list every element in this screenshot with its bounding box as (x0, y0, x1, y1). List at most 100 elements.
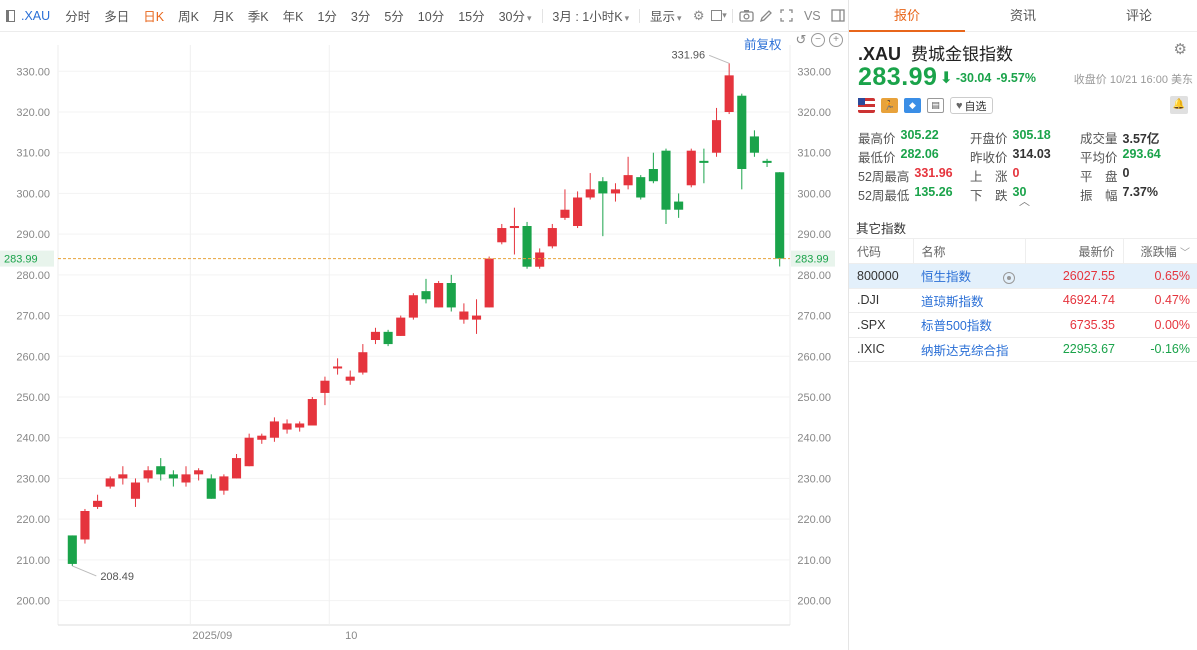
stat-value: 0 (1122, 166, 1130, 180)
price-adjust-toggle[interactable]: 前复权 (744, 38, 782, 52)
watchlist-label: 自选 (964, 100, 987, 113)
y-tick-label-left: 280.00 (16, 270, 50, 282)
table-row[interactable]: .DJI 道琼斯指数 46924.74 0.47% (849, 288, 1197, 313)
stat-value: 305.22 (900, 128, 939, 142)
candle-body (156, 466, 166, 475)
bell-icon[interactable]: 🔔 (1170, 96, 1188, 114)
zoom-in-icon[interactable]: + (829, 33, 843, 47)
heart-icon: ♥ (956, 99, 963, 112)
tab-comments[interactable]: 评论 (1125, 8, 1152, 23)
cell-change-text: -0.16% (1150, 342, 1190, 357)
reset-icon[interactable]: ↺ (795, 32, 807, 47)
compare-vs-button[interactable]: VS (803, 8, 821, 23)
x-tick-label: 2025/09 (192, 630, 232, 642)
period-intraday[interactable]: 分时 (65, 10, 91, 24)
candle-body (661, 150, 671, 210)
table-row[interactable]: .SPX 标普500指数 6735.35 0.00% (849, 312, 1197, 338)
y-tick-label-right: 230.00 (797, 473, 831, 485)
stats-row: 最高价 305.22 开盘价 305.18 成交量 3.57亿 (858, 128, 1193, 147)
period-15min[interactable]: 15分 (458, 10, 485, 24)
stat-value: 0 (1012, 166, 1020, 180)
period-weekly[interactable]: 周K (178, 10, 199, 24)
cell-code-text: 800000 (857, 268, 899, 283)
period-more-dropdown[interactable]: 30分 ▾ (492, 6, 539, 25)
cell-name-text: 标普500指数 (921, 319, 992, 334)
view-icon[interactable] (1003, 271, 1016, 284)
table-header-row: 代码 名称 最新价 涨跌幅 ﹀ (849, 238, 1197, 264)
fullscreen-icon[interactable] (777, 6, 797, 26)
gear-icon[interactable]: ⚙ (1173, 41, 1187, 58)
candlestick-chart[interactable]: 200.00 200.00 210.00 210.00 220.00 220.00 230.… (0, 33, 848, 650)
cell-name-text: 纳斯达克综合指 (921, 343, 1009, 358)
tab-quote[interactable]: 报价 (849, 0, 965, 32)
camera-icon[interactable] (736, 6, 756, 26)
chevron-up-icon[interactable]: ︿ (1019, 196, 1030, 208)
y-tick-label-right: 270.00 (797, 311, 831, 323)
stat-label: 开盘价 (970, 132, 1008, 146)
stat-value: 282.06 (900, 147, 939, 161)
candle-body (231, 458, 242, 479)
draw-pen-icon[interactable] (756, 6, 776, 26)
period-multiday[interactable]: 多日 (104, 10, 130, 24)
period-5min[interactable]: 5分 (384, 10, 404, 24)
stat-label: 下 跌 (970, 189, 1008, 203)
cell-code: .IXIC (849, 337, 913, 362)
candle-body (219, 476, 229, 491)
last-price-label-left: 283.99 (4, 254, 38, 266)
stat-item: 昨收价 314.03 (970, 147, 1080, 166)
col-change[interactable]: 涨跌幅 ﹀ (1122, 238, 1197, 264)
period-quarterly[interactable]: 季K (247, 10, 269, 24)
y-tick-label-left: 300.00 (16, 188, 50, 200)
col-price[interactable]: 最新价 (1024, 238, 1123, 264)
candle-body (674, 201, 684, 210)
zoom-out-icon[interactable]: − (811, 33, 825, 47)
stat-label: 平均价 (1080, 151, 1118, 165)
y-tick-label-right: 260.00 (797, 351, 831, 363)
period-1min[interactable]: 1分 (317, 10, 337, 24)
cell-code-text: .IXIC (857, 342, 885, 357)
y-tick-label-left: 330.00 (16, 66, 50, 78)
candle-body (737, 95, 747, 169)
candle-body (446, 283, 456, 308)
stat-label: 平 盘 (1080, 170, 1118, 184)
note-icon[interactable]: ▤ (927, 98, 944, 113)
add-to-watchlist-button[interactable]: ♥ 自选 (950, 97, 993, 114)
table-row[interactable]: 800000 恒生指数 26027.55 0.65% (849, 263, 1197, 289)
cell-change: -0.16% (1123, 337, 1197, 362)
stat-value: 314.03 (1012, 147, 1051, 161)
cell-price-text: 6735.35 (1069, 317, 1115, 332)
table-row[interactable]: .IXIC 纳斯达克综合指 22953.67 -0.16% (849, 337, 1197, 362)
running-man-icon[interactable]: 🏃 (881, 98, 898, 113)
candle-body (509, 226, 519, 229)
tab-news[interactable]: 资讯 (1009, 8, 1036, 23)
y-tick-label-left: 290.00 (16, 229, 50, 241)
settings-icon[interactable]: ⚙ (692, 7, 705, 23)
col-code[interactable]: 代码 (849, 238, 913, 264)
cell-price-text: 46924.74 (1062, 293, 1115, 308)
period-3min[interactable]: 3分 (350, 10, 371, 24)
candle-body (396, 317, 406, 336)
cell-code: .SPX (849, 312, 913, 338)
other-indices-title: 其它指数 (856, 222, 907, 236)
range-dropdown[interactable]: 3月 : 1小时K ▾ (545, 6, 636, 25)
period-yearly[interactable]: 年K (282, 10, 304, 24)
candle-body (421, 291, 431, 300)
tag-icon[interactable]: ◆ (904, 98, 921, 113)
symbol-selector[interactable]: .XAU (0, 9, 58, 23)
col-name[interactable]: 名称 (912, 238, 1025, 264)
period-monthly[interactable]: 月K (212, 10, 234, 24)
chevron-down-icon: ▾ (624, 13, 630, 23)
quote-header: .XAU 费城金银指数 (858, 40, 1013, 65)
candle-body (434, 283, 444, 308)
chart-type-button[interactable]: ▾ (709, 6, 729, 26)
close-time-info: 收盘价 10/21 16:00 美东 (1073, 74, 1193, 86)
candle-body (93, 500, 103, 507)
period-daily[interactable]: 日K (143, 10, 165, 24)
candle-body (244, 437, 254, 467)
kline-chart-area[interactable]: 200.00 200.00 210.00 210.00 220.00 220.00 230.… (0, 33, 848, 650)
layout-icon[interactable] (828, 6, 848, 26)
period-10min[interactable]: 10分 (417, 10, 445, 24)
period-more-label: 30分 (498, 10, 526, 24)
stats-row: 最低价 282.06 昨收价 314.03 平均价 293.64 (858, 147, 1193, 166)
display-dropdown[interactable]: 显示 ▾ (643, 6, 689, 25)
